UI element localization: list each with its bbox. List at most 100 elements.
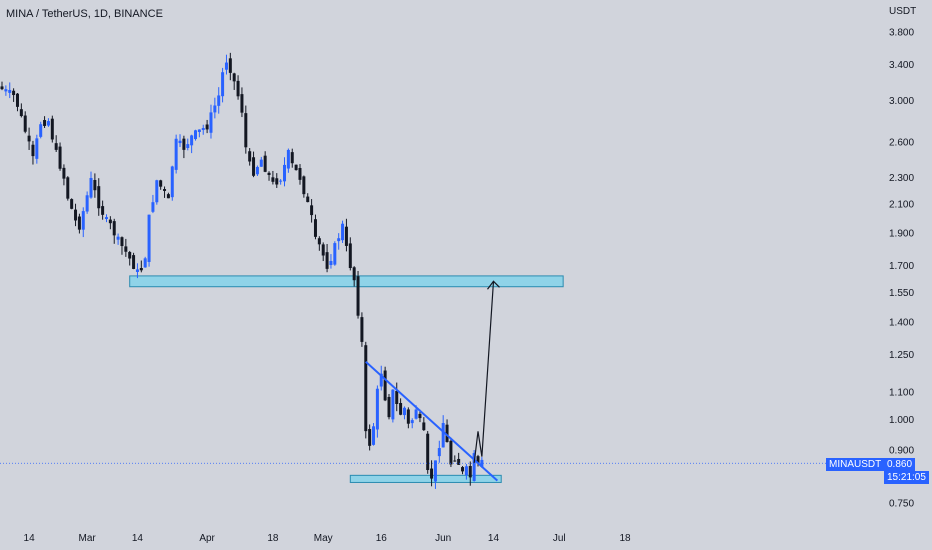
candle-down xyxy=(445,424,449,443)
candle-down xyxy=(418,413,422,419)
candles xyxy=(0,52,484,489)
candle-up xyxy=(433,460,437,482)
candle-down xyxy=(387,396,391,418)
y-tick-label: 1.000 xyxy=(889,415,914,426)
candle-up xyxy=(329,260,333,266)
candle-down xyxy=(50,118,54,140)
y-tick-label: 0.750 xyxy=(889,499,914,510)
candle-down xyxy=(449,440,453,465)
candle-up xyxy=(46,121,50,126)
candle-down xyxy=(23,115,27,132)
y-tick-label: 2.600 xyxy=(889,138,914,149)
candle-up xyxy=(375,388,379,430)
candle-up xyxy=(8,89,12,93)
candle-up xyxy=(190,135,194,146)
candle-down xyxy=(248,151,252,162)
candle-down xyxy=(66,177,70,199)
candle-up xyxy=(213,105,217,113)
candle-down xyxy=(426,433,430,471)
candle-down xyxy=(159,180,163,187)
y-tick-label: 3.400 xyxy=(889,60,914,71)
x-tick-label: 14 xyxy=(488,533,500,544)
last-price-badge: 0.860 xyxy=(884,458,916,471)
y-tick-label: 1.550 xyxy=(889,288,914,299)
candle-down xyxy=(70,199,74,209)
candle-down xyxy=(139,268,143,271)
candle-up xyxy=(104,217,108,220)
y-tick-label: 1.700 xyxy=(889,261,914,272)
candle-up xyxy=(35,138,39,159)
candle-down xyxy=(352,267,356,281)
candle-up xyxy=(217,95,221,106)
candle-down xyxy=(453,460,457,462)
candle-up xyxy=(116,236,120,240)
candle-up xyxy=(209,112,213,133)
symbol-badge: MINAUSDT xyxy=(826,458,885,471)
candle-up xyxy=(441,423,445,448)
candle-down xyxy=(74,209,78,221)
candle-down xyxy=(306,196,310,203)
candle-down xyxy=(461,467,465,472)
candle-down xyxy=(15,93,19,107)
support-zone xyxy=(349,474,502,483)
candle-up xyxy=(85,195,89,212)
candle-down xyxy=(476,456,480,464)
y-tick-label: 2.100 xyxy=(889,200,914,211)
candle-up xyxy=(39,124,43,137)
candle-up xyxy=(464,466,468,476)
candle-down xyxy=(313,219,317,237)
candle-up xyxy=(174,138,178,170)
candle-down xyxy=(360,317,364,342)
candle-up xyxy=(283,164,287,182)
annotations xyxy=(365,280,500,482)
candle-up xyxy=(255,166,259,175)
x-tick-label: 18 xyxy=(620,533,632,544)
candle-down xyxy=(321,244,325,256)
projection-arrowhead xyxy=(487,280,500,290)
candle-down xyxy=(93,179,97,191)
price-axis-unit: USDT xyxy=(889,6,917,17)
y-tick-label: 1.400 xyxy=(889,317,914,328)
candle-up xyxy=(286,149,290,169)
candle-up xyxy=(341,223,345,241)
candle-down xyxy=(112,221,116,236)
y-tick-label: 3.800 xyxy=(889,28,914,39)
candle-down xyxy=(12,90,16,96)
candle-up xyxy=(4,89,8,92)
x-tick-label: Jul xyxy=(553,533,566,544)
candle-down xyxy=(97,186,101,209)
candle-down xyxy=(348,243,352,269)
candle-down xyxy=(54,143,58,150)
candle-down xyxy=(43,120,47,126)
candle-down xyxy=(298,167,302,180)
y-tick-label: 2.300 xyxy=(889,173,914,184)
candle-down xyxy=(232,73,236,82)
x-tick-label: 18 xyxy=(267,533,279,544)
y-tick-label: 1.900 xyxy=(889,229,914,240)
y-tick-label: 1.100 xyxy=(889,387,914,398)
candle-down xyxy=(457,458,461,465)
x-tick-label: 14 xyxy=(132,533,144,544)
y-tick-label: 1.250 xyxy=(889,350,914,361)
countdown-badge: 15:21:05 xyxy=(884,471,929,484)
candle-down xyxy=(317,238,321,245)
candle-down xyxy=(468,465,472,478)
candle-down xyxy=(294,164,298,171)
candle-down xyxy=(120,237,124,247)
projection-arrow xyxy=(473,281,495,464)
candle-down xyxy=(228,58,232,73)
candle-down xyxy=(108,219,112,224)
candle-up xyxy=(372,426,376,445)
candle-up xyxy=(480,459,484,467)
x-tick-label: 16 xyxy=(376,533,388,544)
candle-up xyxy=(147,214,151,262)
candle-down xyxy=(132,255,136,269)
candle-down xyxy=(31,144,35,157)
candle-down xyxy=(263,155,267,172)
candle-down xyxy=(368,429,372,446)
candle-up xyxy=(379,373,383,387)
candle-down xyxy=(58,146,62,169)
candle-down xyxy=(252,157,256,176)
